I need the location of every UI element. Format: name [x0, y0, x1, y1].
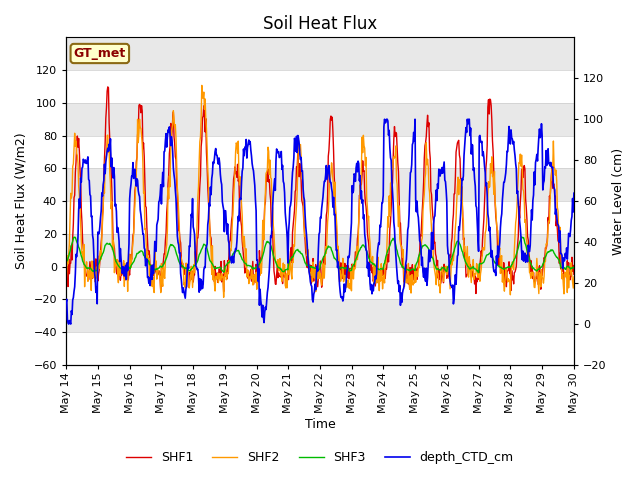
Bar — [66, 267, 574, 300]
Bar — [66, 103, 574, 136]
Legend: SHF1, SHF2, SHF3, depth_CTD_cm: SHF1, SHF2, SHF3, depth_CTD_cm — [121, 446, 519, 469]
Line: depth_CTD_cm: depth_CTD_cm — [66, 119, 574, 324]
SHF3 — [401, 266, 408, 272]
SHF2 — [62, 280, 70, 286]
depth_CTD_cm — [65, 321, 72, 327]
depth_CTD_cm — [570, 190, 578, 196]
SHF2 — [198, 83, 205, 88]
SHF2 — [242, 263, 250, 269]
Bar — [66, 70, 574, 103]
SHF1 — [241, 270, 249, 276]
SHF1 — [472, 290, 480, 296]
SHF2 — [570, 274, 578, 280]
SHF1 — [122, 273, 130, 278]
Bar — [66, 136, 574, 168]
Bar — [66, 300, 574, 332]
SHF1 — [216, 266, 223, 272]
SHF2 — [261, 204, 269, 209]
Y-axis label: Water Level (cm): Water Level (cm) — [612, 148, 625, 255]
depth_CTD_cm — [372, 270, 380, 276]
Y-axis label: Soil Heat Flux (W/m2): Soil Heat Flux (W/m2) — [15, 133, 28, 269]
Line: SHF2: SHF2 — [66, 85, 574, 297]
Bar — [66, 332, 574, 365]
Line: SHF3: SHF3 — [66, 237, 574, 273]
depth_CTD_cm — [260, 320, 268, 325]
Title: Soil Heat Flux: Soil Heat Flux — [263, 15, 377, 33]
SHF2 — [220, 294, 227, 300]
depth_CTD_cm — [216, 160, 223, 166]
SHF1 — [401, 271, 409, 276]
SHF3 — [372, 264, 380, 269]
SHF1 — [372, 269, 380, 275]
SHF2 — [373, 279, 381, 285]
Line: SHF1: SHF1 — [66, 87, 574, 293]
SHF2 — [122, 266, 129, 272]
SHF3 — [570, 264, 578, 270]
SHF3 — [260, 251, 268, 256]
depth_CTD_cm — [122, 276, 130, 282]
SHF3 — [475, 270, 483, 276]
Text: GT_met: GT_met — [74, 47, 126, 60]
Bar — [66, 201, 574, 234]
SHF3 — [241, 260, 248, 265]
SHF3 — [518, 234, 525, 240]
SHF2 — [402, 271, 410, 277]
depth_CTD_cm — [62, 300, 70, 306]
Bar — [66, 234, 574, 267]
Bar — [66, 168, 574, 201]
SHF3 — [62, 259, 70, 264]
SHF3 — [122, 266, 129, 272]
SHF2 — [216, 271, 223, 276]
depth_CTD_cm — [241, 144, 249, 150]
depth_CTD_cm — [402, 261, 410, 266]
X-axis label: Time: Time — [305, 419, 335, 432]
SHF3 — [215, 264, 223, 270]
SHF1 — [62, 273, 70, 279]
depth_CTD_cm — [381, 116, 388, 122]
SHF1 — [570, 272, 578, 277]
SHF1 — [260, 221, 268, 227]
SHF1 — [104, 84, 111, 90]
